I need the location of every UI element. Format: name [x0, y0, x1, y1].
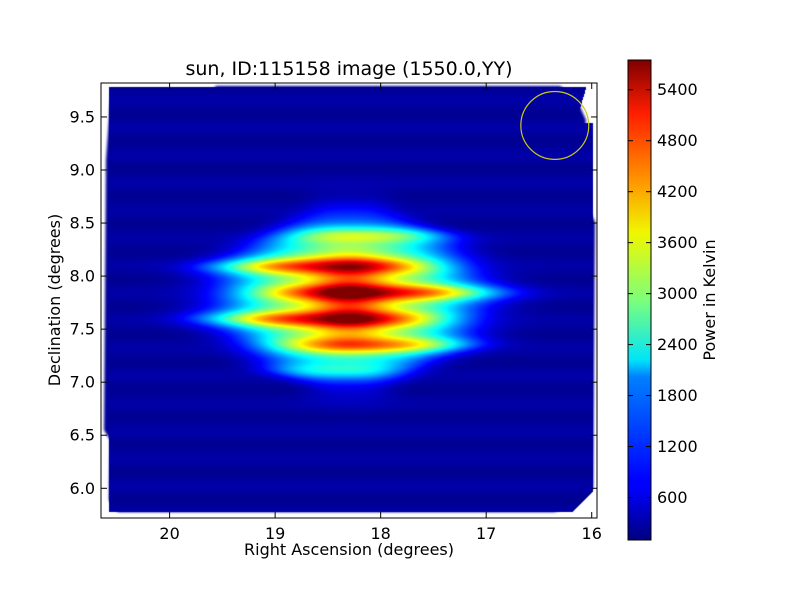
colorbar-tick-label: 2400	[657, 335, 698, 354]
y-tick-label: 8.0	[70, 267, 95, 286]
y-axis-label: Declination (degrees)	[45, 214, 64, 386]
y-tick-label: 6.0	[70, 479, 95, 498]
x-axis-label: Right Ascension (degrees)	[244, 540, 454, 559]
y-tick-label: 9.5	[70, 107, 95, 126]
colorbar-tick-label: 1800	[657, 386, 698, 405]
x-axis: 20 19 18 17 16	[159, 83, 602, 543]
y-tick-label: 8.5	[70, 214, 95, 233]
y-tick-label: 7.5	[70, 320, 95, 339]
x-tick-label: 20	[159, 524, 179, 543]
colorbar: 600 1200 1800 2400 3000 3600 4200 4800 5400 Powe…	[627, 59, 719, 541]
colorbar-gradient	[628, 60, 651, 540]
x-tick-label: 17	[476, 524, 496, 543]
heatmap-image	[101, 83, 597, 518]
colorbar-tick-label: 600	[657, 488, 688, 507]
y-axis: 6.0 6.5 7.0 7.5 8.0 8.5 9.0 9.5	[70, 107, 597, 498]
beam-circle	[520, 90, 590, 160]
y-tick-label: 7.0	[70, 373, 95, 392]
x-tick-label: 18	[370, 524, 390, 543]
colorbar-tick-label: 4200	[657, 182, 698, 201]
x-tick-label: 16	[582, 524, 602, 543]
colorbar-tick-label: 3000	[657, 284, 698, 303]
colorbar-tick-label: 5400	[657, 80, 698, 99]
plot-area	[100, 82, 598, 519]
y-tick-label: 9.0	[70, 161, 95, 180]
colorbar-tick-label: 1200	[657, 437, 698, 456]
chart-title: sun, ID:115158 image (1550.0,YY)	[185, 58, 512, 80]
colorbar-label: Power in Kelvin	[700, 239, 719, 360]
x-tick-label: 19	[265, 524, 285, 543]
colorbar-tick-label: 3600	[657, 233, 698, 252]
y-tick-label: 6.5	[70, 426, 95, 445]
colorbar-tick-label: 4800	[657, 131, 698, 150]
colorbar-frame	[627, 59, 652, 541]
plot-frame	[100, 82, 598, 519]
